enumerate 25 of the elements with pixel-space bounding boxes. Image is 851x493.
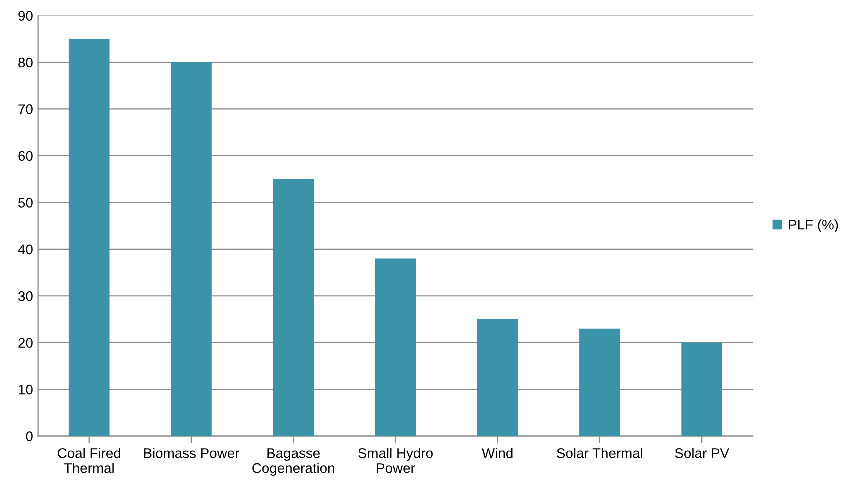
y-tick-label: 70 (18, 104, 33, 114)
x-tick-label: Solar Thermal (557, 448, 643, 458)
legend-label: PLF (%) (789, 220, 838, 233)
x-tick-label: Wind (482, 448, 513, 458)
y-tick-label: 60 (18, 151, 33, 162)
bar (580, 328, 620, 436)
y-tick-label: 0 (26, 432, 33, 442)
bar (171, 62, 212, 436)
x-tick-label: Solar PV (675, 448, 730, 458)
y-tick-label: 40 (18, 244, 33, 255)
x-tick-label: Biomass Power (144, 448, 240, 458)
x-tick-label: Coal Fired Thermal (58, 448, 120, 474)
x-tick-label: Small Hydro Power (358, 448, 433, 474)
y-tick-label: 10 (19, 384, 33, 395)
bar (682, 342, 722, 436)
bar (273, 179, 314, 436)
y-tick-label: 20 (18, 338, 33, 348)
y-tick-label: 90 (18, 11, 33, 21)
y-tick-label: 30 (18, 291, 33, 302)
x-tick-label: Bagasse Cogeneration (252, 448, 334, 476)
y-tick-label: 80 (18, 58, 33, 68)
y-tick-label: 50 (18, 198, 33, 208)
bar (477, 319, 518, 436)
bar (68, 39, 110, 436)
bar (375, 258, 416, 436)
